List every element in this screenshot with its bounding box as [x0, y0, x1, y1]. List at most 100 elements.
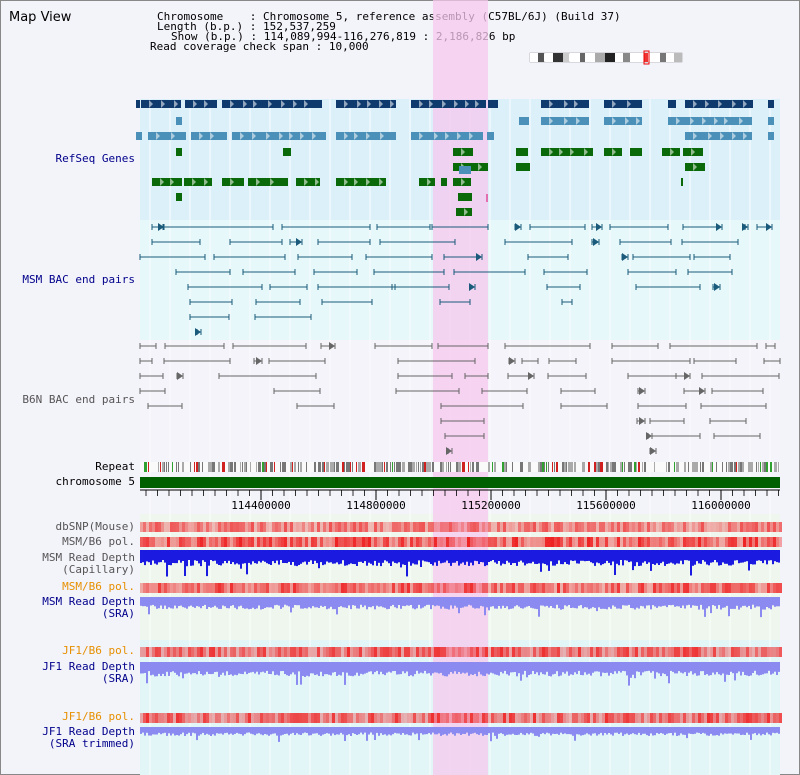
msm-capillary-depth-bar — [334, 550, 336, 564]
msm-capillary-depth-bar — [382, 550, 384, 563]
jf1-b6-pol-2-cell — [401, 713, 404, 723]
jf1-b6-pol-2-cell — [158, 713, 161, 723]
msm-b6-pol-2-cell — [206, 583, 209, 593]
jf1-b6-pol-cell — [620, 647, 623, 657]
dbsnp-cell — [290, 522, 293, 532]
jf1-b6-pol-cell — [248, 647, 251, 657]
msm-b6-pol-2-cell — [650, 583, 653, 593]
jf1-trimmed-depth-bar — [174, 727, 176, 736]
dbsnp-cell — [632, 522, 635, 532]
msm-b6-pol-2-cell — [482, 583, 485, 593]
msm-b6-pol-cell — [332, 537, 335, 547]
msm-b6-pol-cell — [740, 537, 743, 547]
dbsnp-cell — [584, 522, 587, 532]
jf1-sra-depth-bar — [264, 662, 266, 673]
jf1-trimmed-depth-bar — [714, 727, 716, 736]
jf1-b6-pol-2-cell — [497, 713, 500, 723]
msm-b6-pol-cell — [692, 537, 695, 547]
length-info-line: Length (b.p.) : 152,537,259 — [157, 20, 336, 33]
jf1-b6-pol-2-cell — [677, 713, 680, 723]
jf1-b6-pol-2-cell — [755, 713, 758, 723]
dbsnp-cell — [218, 522, 221, 532]
jf1-trimmed-depth-bar — [248, 727, 250, 733]
jf1-b6-pol-2-cell — [707, 713, 710, 723]
repeat-element — [182, 462, 184, 472]
jf1-b6-pol-cell — [146, 647, 149, 657]
msm-b6-pol-2-cell — [293, 583, 296, 593]
jf1-b6-pol-2-cell — [539, 713, 542, 723]
msm-capillary-depth-bar — [140, 550, 142, 563]
msm-sra-depth-bar — [220, 597, 222, 609]
jf1-trimmed-depth-bar — [404, 727, 406, 735]
msm-capillary-depth-bar — [200, 550, 202, 567]
msm-b6-pol-2-cell — [605, 583, 608, 593]
msm-b6-pol-cell — [494, 537, 497, 547]
repeat-element — [674, 462, 675, 472]
msm-b6-pol-2-cell — [731, 583, 734, 593]
jf1-b6-pol-2-cell — [185, 713, 188, 723]
jf1-b6-pol-2-cell — [395, 713, 398, 723]
ideogram-band — [605, 53, 615, 62]
msm-b6-pol-2-cell — [512, 583, 515, 593]
jf1-trimmed-depth-bar — [354, 727, 356, 734]
jf1-sra-depth-bar — [162, 662, 164, 674]
dbsnp-cell — [563, 522, 566, 532]
gene-strand-arrow — [354, 178, 358, 186]
msm-b6-pol-2-cell — [425, 583, 428, 593]
msm-sra-depth-bar — [426, 597, 428, 605]
repeat-element — [292, 462, 293, 472]
msm-capillary-depth-bar — [230, 550, 232, 564]
msm-b6-pol-cell — [506, 537, 509, 547]
gene-strand-arrow — [478, 163, 482, 171]
gene-strand-arrow — [289, 132, 293, 140]
jf1-b6-pol-cell — [557, 647, 560, 657]
repeat-element — [502, 462, 505, 472]
jf1-sra-depth-bar — [148, 662, 150, 672]
msm-capillary-depth-bar — [572, 550, 574, 561]
dbsnp-cell — [200, 522, 203, 532]
msm-capillary-depth-bar — [502, 550, 504, 564]
jf1-trimmed-depth-bar — [270, 727, 272, 735]
jf1-b6-pol-2-cell — [731, 713, 734, 723]
msm-b6-pol-cell — [266, 537, 269, 547]
jf1-trimmed-depth-bar — [142, 727, 144, 733]
jf1-b6-pol-cell — [599, 647, 602, 657]
msm-sra-depth-bar — [666, 597, 668, 608]
msm-capillary-depth-bar — [460, 550, 462, 564]
dbsnp-cell — [680, 522, 683, 532]
dbsnp-cell — [143, 522, 146, 532]
ideogram-band — [660, 53, 666, 62]
jf1-trimmed-depth-bar — [182, 727, 184, 733]
jf1-b6-pol-2-cell — [749, 713, 752, 723]
msm-capillary-depth-bar — [464, 550, 466, 565]
msm-sra-depth-bar — [618, 597, 620, 609]
msm-sra-depth-bar — [776, 597, 778, 607]
dbsnp-cell — [242, 522, 245, 532]
msm-capillary-depth-bar — [206, 550, 208, 577]
msm-sra-depth-bar — [758, 597, 760, 607]
dbsnp-cell — [530, 522, 533, 532]
msm-capillary-depth-bar — [468, 550, 470, 566]
jf1-sra-depth-bar — [560, 662, 562, 676]
jf1-b6-pol-cell — [200, 647, 203, 657]
jf1-sra-depth-bar — [682, 662, 684, 674]
msm-bac-pair-arrow — [158, 223, 164, 231]
jf1-trimmed-depth-bar — [436, 727, 438, 735]
msm-b6-pol-cell — [665, 537, 668, 547]
jf1-sra-depth-bar — [214, 662, 216, 672]
msm-sra-depth-bar — [196, 597, 198, 607]
msm-capillary-depth-bar — [336, 550, 338, 563]
jf1-trimmed-depth-bar — [390, 727, 392, 736]
msm-capillary-depth-bar — [224, 550, 226, 561]
dbsnp-cell — [188, 522, 191, 532]
msm-sra-depth-bar — [524, 597, 526, 608]
msm-sra-depth-bar — [708, 597, 710, 607]
repeat-element — [398, 462, 401, 472]
msm-sra-depth-bar — [518, 597, 520, 607]
gene-strand-arrow — [461, 178, 465, 186]
msm-b6-pol-2-cell — [215, 583, 218, 593]
jf1-b6-pol-cell — [335, 647, 338, 657]
msm-b6-pol-2-cell — [302, 583, 305, 593]
msm-b6-pol-2-cell — [155, 583, 158, 593]
